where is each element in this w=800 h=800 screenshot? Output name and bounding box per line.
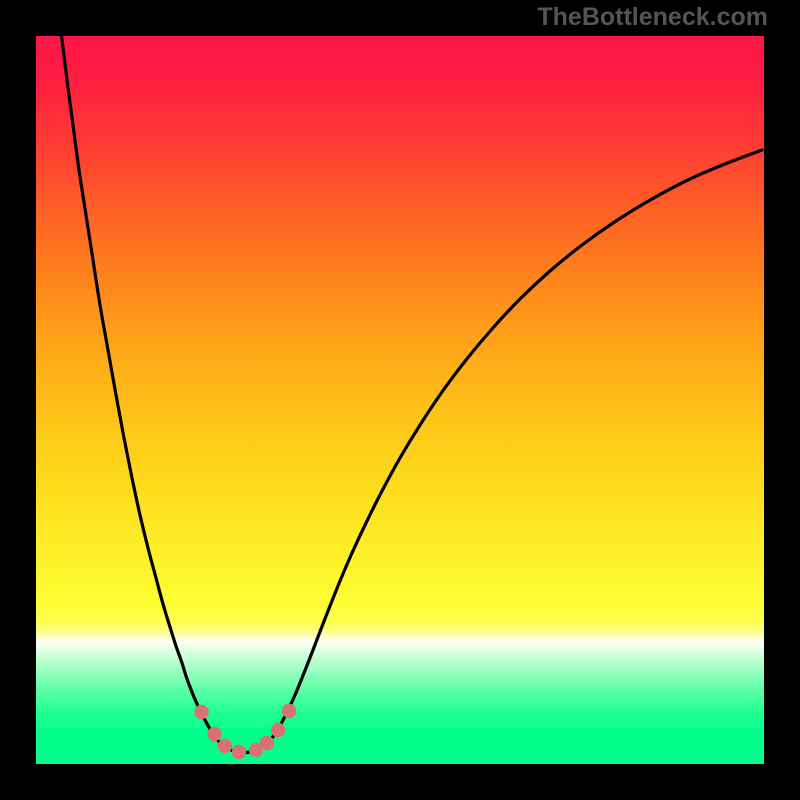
watermark-text: TheBottleneck.com — [537, 3, 768, 32]
gradient-plot-area — [36, 36, 764, 728]
bottom-green-band — [36, 728, 764, 764]
chart-stage: TheBottleneck.com — [0, 0, 800, 800]
